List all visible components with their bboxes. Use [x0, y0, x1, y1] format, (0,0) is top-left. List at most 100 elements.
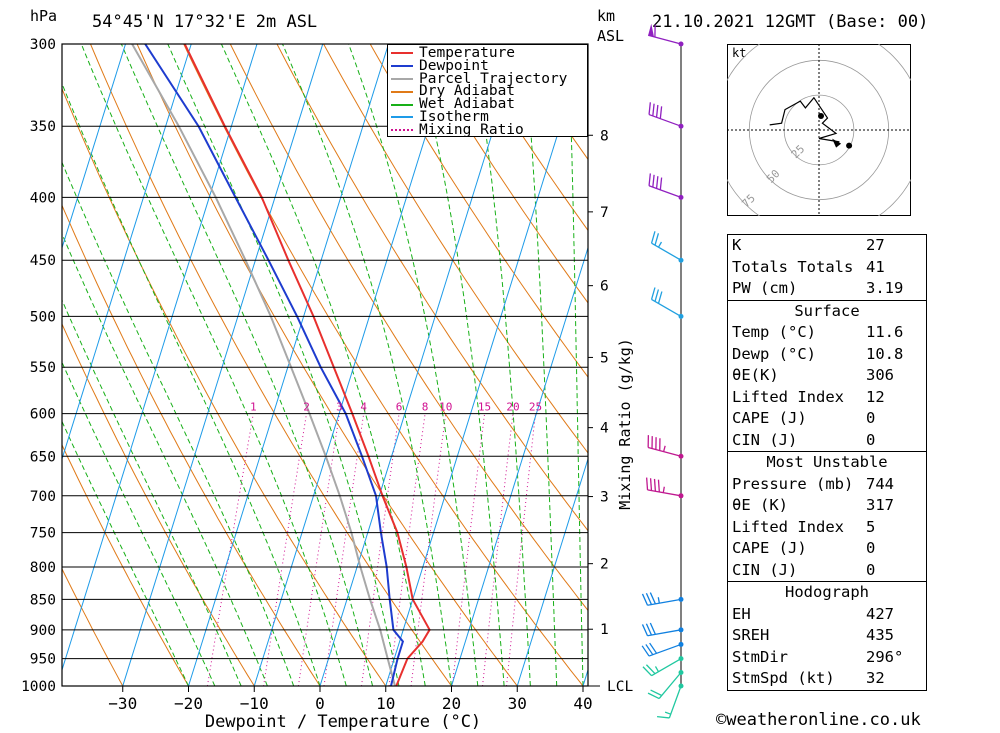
- index-row: CIN (J) 0: [728, 560, 926, 582]
- wind-barb-pennant: [648, 23, 654, 37]
- wet-adiabat-line: [62, 82, 321, 686]
- pressure-tick-label: 650: [30, 449, 56, 465]
- index-value: 435: [866, 626, 894, 644]
- wind-barb: [650, 287, 684, 319]
- wind-barb-dot: [678, 313, 684, 319]
- legend-item: Mixing Ratio: [388, 121, 587, 138]
- pressure-tick-label: 700: [30, 489, 56, 505]
- wind-barb-staff: [648, 113, 682, 127]
- wind-barb-feather: [649, 592, 656, 605]
- wind-barb: [648, 102, 684, 129]
- wet-adiabat-line: [62, 299, 242, 686]
- wind-barb-half-feather: [657, 597, 660, 604]
- index-label: CAPE (J): [732, 409, 807, 427]
- wind-barb-half-feather: [662, 445, 666, 452]
- wind-barb: [648, 173, 684, 200]
- wet-adiabat-line: [167, 44, 400, 686]
- wind-barb-staff: [651, 242, 682, 261]
- pressure-tick-label: 850: [30, 592, 56, 608]
- wind-barb: [647, 435, 684, 459]
- wind-barb-dot: [678, 641, 684, 647]
- legend-label: Wet Adiabat: [419, 96, 516, 113]
- legend-label: Temperature: [419, 45, 516, 61]
- km-tick-label: 2: [600, 557, 609, 573]
- wind-barb-dot: [678, 41, 684, 47]
- index-value: 0: [866, 409, 876, 427]
- wind-barb-feather: [657, 291, 663, 304]
- index-row: EH 427: [728, 604, 926, 626]
- mixing-ratio-line: [506, 413, 536, 686]
- wind-barb-half-feather: [662, 486, 665, 493]
- wind-barb-feather: [655, 104, 659, 118]
- wind-barb: [650, 231, 684, 263]
- index-value: 0: [866, 560, 876, 579]
- wind-barb-feather: [652, 174, 655, 188]
- wind-barb-half-feather: [664, 711, 671, 715]
- index-label: CIN (J): [732, 430, 798, 449]
- mixing-ratio-axis-title: Mixing Ratio (g/kg): [616, 338, 634, 510]
- wet-adiabat-line: [62, 161, 295, 686]
- x-tick-label: 30: [508, 694, 527, 713]
- wind-barb-feather: [650, 689, 663, 697]
- mixing-ratio-label: 15: [478, 401, 491, 414]
- wind-barb-feather: [649, 642, 658, 654]
- wind-barb-feather: [642, 666, 653, 677]
- index-row: K 27: [728, 235, 926, 257]
- legend-item: Wet Adiabat: [388, 96, 587, 113]
- mixing-ratio-label: 20: [506, 401, 519, 414]
- index-value: 27: [866, 236, 885, 254]
- index-row: θE (K) 317: [728, 495, 926, 517]
- index-label: Lifted Index: [732, 517, 844, 536]
- mixing-ratio-line: [451, 413, 486, 686]
- wet-adiabat-line: [472, 44, 531, 686]
- index-label: EH: [732, 604, 751, 623]
- datetime-title: 21.10.2021 12GMT (Base: 00): [652, 12, 929, 32]
- km-tick-label: 4: [600, 421, 609, 437]
- wind-barb-feather: [650, 231, 656, 244]
- wind-barb-feather: [645, 477, 649, 490]
- pressure-tick-label: 800: [30, 560, 56, 576]
- km-tick-label: 3: [600, 490, 609, 506]
- index-row: Pressure (mb) 744: [728, 474, 926, 496]
- index-row: SREH 435: [728, 625, 926, 647]
- wind-barb-feather: [647, 692, 660, 700]
- legend-swatch: [391, 77, 413, 80]
- legend-item: Dry Adiabat: [388, 84, 587, 99]
- lcl-label: LCL: [607, 679, 633, 695]
- index-label: θE (K): [732, 496, 788, 514]
- pressure-tick-label: 600: [30, 407, 56, 423]
- wind-barb-half-feather: [657, 241, 663, 248]
- legend-item: Dewpoint: [388, 59, 587, 73]
- mixing-ratio-line: [206, 413, 254, 686]
- hodograph-trace: [769, 96, 840, 143]
- pressure-tick-label: 450: [30, 253, 56, 269]
- x-tick-label: 0: [315, 694, 325, 713]
- legend-label: Parcel Trajectory: [419, 70, 568, 87]
- wind-barb-dot: [678, 656, 684, 662]
- hodograph-title: Hodograph: [728, 581, 926, 604]
- wind-barb: [647, 23, 684, 47]
- dry-adiabat-line: [416, 44, 588, 304]
- legend-swatch: [391, 90, 413, 93]
- index-row: CAPE (J) 0: [728, 538, 926, 560]
- index-value: 0: [866, 430, 876, 449]
- index-row: StmDir 296°: [728, 647, 926, 669]
- pressure-tick-label: 350: [30, 119, 56, 135]
- index-label: StmDir: [732, 647, 788, 666]
- hodograph-unit: kt: [732, 46, 746, 60]
- mixing-ratio-label: 10: [439, 401, 452, 414]
- wind-barb-half-feather: [654, 666, 660, 672]
- dry-adiabat-line: [369, 44, 588, 378]
- wet-adiabat-line: [568, 44, 584, 686]
- km-tick-label: 5: [600, 350, 609, 366]
- index-label: Pressure (mb): [732, 474, 854, 493]
- legend-label: Mixing Ratio: [419, 121, 524, 138]
- dry-adiabat-line: [323, 44, 588, 454]
- index-value: 41: [866, 257, 885, 276]
- x-tick-label: −10: [240, 694, 269, 713]
- wind-barb-staff: [647, 489, 682, 497]
- wind-barb-feather: [654, 289, 660, 302]
- index-label: K: [732, 236, 742, 254]
- index-value: 0: [866, 539, 876, 557]
